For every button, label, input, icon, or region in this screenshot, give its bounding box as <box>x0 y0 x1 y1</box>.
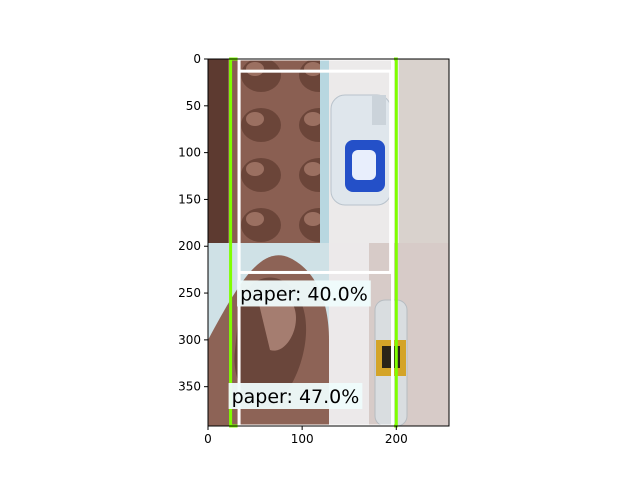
y-axis: 0 50 100 150 200 250 300 350 <box>178 52 208 394</box>
image-area <box>208 59 449 426</box>
x-tick-label: 200 <box>385 432 408 446</box>
detection-labels: paper: 40.0% paper: 47.0% <box>228 280 371 409</box>
y-tick-label: 250 <box>178 286 201 300</box>
x-tick-label: 100 <box>291 432 314 446</box>
y-tick-label: 50 <box>186 99 201 113</box>
x-tick-label: 0 <box>204 432 212 446</box>
x-axis: 0 100 200 <box>204 426 408 446</box>
detection-label: paper: 40.0% <box>240 283 368 305</box>
detection-label-background <box>237 280 371 307</box>
y-tick-label: 0 <box>193 52 201 66</box>
y-tick-label: 150 <box>178 192 201 206</box>
y-tick-label: 200 <box>178 239 201 253</box>
y-tick-label: 350 <box>178 380 201 394</box>
detection-label: paper: 47.0% <box>232 386 360 408</box>
detection-label-background <box>228 383 363 409</box>
y-tick-label: 100 <box>178 146 201 160</box>
axes-frame <box>207 58 450 427</box>
tile-plastic-bottle-blue <box>329 59 449 243</box>
tile-corrugated-paper <box>208 59 329 243</box>
y-tick-label: 300 <box>178 333 201 347</box>
